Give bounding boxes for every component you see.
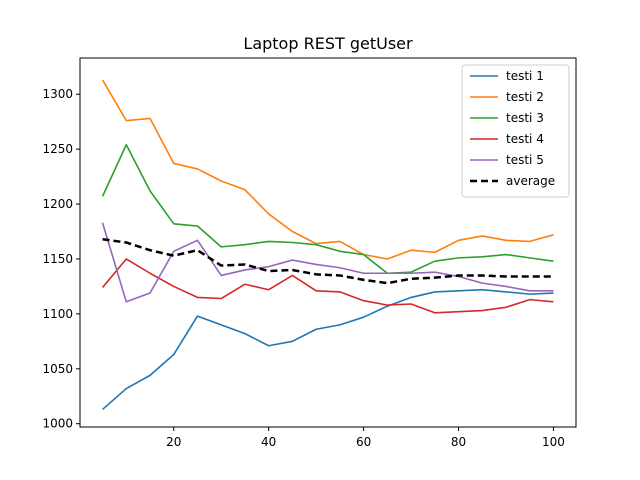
series-line-testi-3 xyxy=(101,143,554,275)
x-tick-label: 80 xyxy=(451,435,466,449)
legend: testi 1 testi 2 testi 3 testi 4 testi 5 avera… xyxy=(461,64,570,198)
chart-title: Laptop REST getUser xyxy=(243,34,413,53)
y-tick-label: 1300 xyxy=(42,87,73,101)
legend-label-testi-2: testi 2 xyxy=(506,90,544,104)
x-tick-label: 20 xyxy=(166,435,181,449)
plot-frame xyxy=(79,57,577,428)
legend-box xyxy=(461,64,570,198)
y-tick-label: 1050 xyxy=(42,362,73,376)
x-tick-label: 40 xyxy=(261,435,276,449)
x-tick-label: 100 xyxy=(542,435,565,449)
series-layer xyxy=(101,79,554,411)
legend-label-testi-1: testi 1 xyxy=(506,69,544,83)
legend-label-testi-4: testi 4 xyxy=(506,132,544,146)
y-tick-label: 1000 xyxy=(42,417,73,431)
series-line-testi-1 xyxy=(102,288,554,411)
series-line-testi-2 xyxy=(101,79,554,260)
y-tick-label: 1200 xyxy=(42,197,73,211)
y-tick-label: 1150 xyxy=(42,252,73,266)
x-tick-label: 60 xyxy=(356,435,371,449)
series-line-testi-5 xyxy=(101,222,554,303)
legend-label-testi-5: testi 5 xyxy=(506,153,544,167)
y-tick-label: 1100 xyxy=(42,307,73,321)
series-line-average xyxy=(102,237,554,285)
y-tick-label: 1250 xyxy=(42,142,73,156)
legend-label-testi-3: testi 3 xyxy=(506,111,544,125)
axes-layer: 20 40 60 80 100 1000 1050 1100 1150 1200 1250 1300 xyxy=(42,57,577,449)
legend-label-average: average xyxy=(506,174,555,188)
series-line-testi-4 xyxy=(101,258,554,314)
